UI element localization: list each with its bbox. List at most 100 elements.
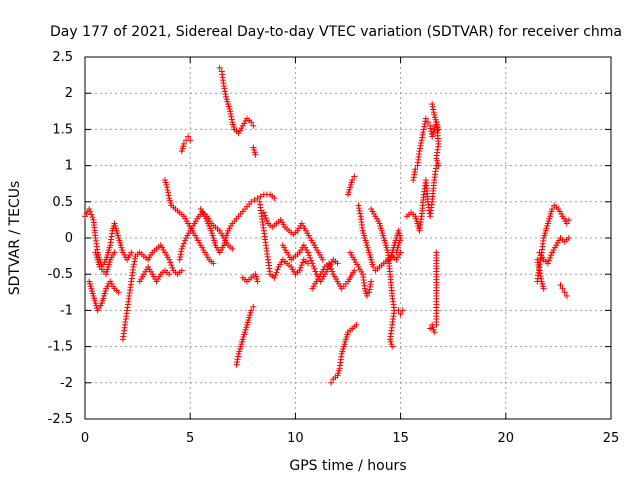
data-point — [165, 189, 172, 196]
data-point — [540, 285, 547, 292]
data-point — [89, 214, 96, 221]
data-point — [536, 267, 543, 274]
data-point — [311, 265, 318, 272]
data-point — [421, 123, 428, 130]
data-point — [430, 109, 437, 116]
data-point — [549, 206, 556, 213]
data-point — [179, 243, 186, 250]
data-point — [563, 220, 570, 227]
data-point — [164, 184, 171, 191]
data-point — [536, 270, 543, 277]
data-point — [397, 311, 404, 318]
data-point — [234, 358, 241, 365]
data-point — [349, 177, 356, 184]
data-point — [248, 198, 255, 205]
data-point — [561, 289, 568, 296]
data-point — [299, 259, 306, 266]
data-point — [411, 171, 418, 178]
data-point — [559, 285, 566, 292]
data-point — [353, 321, 360, 328]
x-tick-label: 15 — [392, 431, 409, 446]
data-point — [389, 343, 396, 350]
data-point — [393, 249, 400, 256]
data-point — [418, 137, 425, 144]
y-tick-label: -2 — [60, 376, 73, 391]
data-point — [557, 282, 564, 289]
data-point — [177, 254, 184, 261]
data-point — [416, 148, 423, 155]
data-point — [312, 268, 319, 275]
data-point — [565, 216, 572, 223]
data-point — [252, 151, 259, 158]
x-tick-label: 5 — [186, 431, 194, 446]
data-point — [328, 265, 335, 272]
data-point — [168, 262, 175, 269]
data-point — [366, 289, 373, 296]
data-point — [128, 249, 135, 256]
data-point — [273, 269, 280, 276]
data-point — [535, 264, 542, 271]
data-points — [82, 64, 572, 386]
data-point — [166, 256, 173, 263]
data-point — [167, 259, 174, 266]
y-tick-label: 1 — [65, 159, 73, 174]
data-point — [367, 283, 374, 290]
chart-title: Day 177 of 2021, Sidereal Day-to-day VTE… — [50, 24, 622, 40]
data-point — [131, 255, 138, 262]
data-point — [309, 260, 316, 267]
data-point — [424, 119, 431, 126]
data-point — [351, 173, 358, 180]
data-point — [271, 195, 278, 202]
data-point — [370, 263, 377, 270]
data-point — [431, 329, 438, 336]
data-point — [234, 356, 241, 363]
data-point — [254, 278, 261, 285]
data-point — [421, 120, 428, 127]
data-point — [222, 91, 229, 98]
data-point — [319, 256, 326, 263]
data-point — [535, 262, 542, 269]
data-point — [262, 215, 269, 222]
data-point — [420, 129, 427, 136]
x-tick-label: 25 — [603, 431, 620, 446]
data-point — [185, 133, 192, 140]
y-tick-label: 0 — [65, 231, 73, 246]
data-point — [260, 209, 267, 216]
data-point — [180, 140, 187, 147]
data-point — [131, 258, 138, 265]
data-point — [329, 268, 336, 275]
data-point — [422, 115, 429, 122]
data-point — [210, 260, 217, 267]
data-point — [297, 264, 304, 271]
data-point — [306, 252, 313, 259]
data-point — [427, 125, 434, 132]
data-point — [178, 248, 185, 255]
data-point — [565, 235, 572, 241]
x-tick-label: 10 — [287, 431, 304, 446]
y-tick-label: -2.5 — [48, 412, 73, 427]
data-point — [180, 240, 187, 247]
data-point — [534, 256, 541, 263]
data-point — [165, 192, 172, 199]
data-point — [221, 88, 228, 95]
data-point — [176, 256, 183, 263]
y-tick-label: 2 — [65, 86, 73, 101]
data-point — [355, 202, 362, 209]
data-point — [261, 212, 268, 219]
data-point — [187, 137, 194, 144]
data-point — [410, 174, 417, 181]
data-point — [111, 249, 118, 256]
data-point — [274, 266, 281, 273]
data-point — [166, 271, 173, 278]
y-tick-label: 2.5 — [52, 50, 73, 65]
data-point — [130, 263, 137, 270]
data-point — [419, 131, 426, 138]
data-point — [327, 263, 334, 270]
data-point — [86, 206, 93, 213]
data-point — [430, 106, 437, 113]
data-point — [356, 205, 363, 212]
data-point — [257, 193, 264, 200]
data-point — [429, 101, 436, 108]
